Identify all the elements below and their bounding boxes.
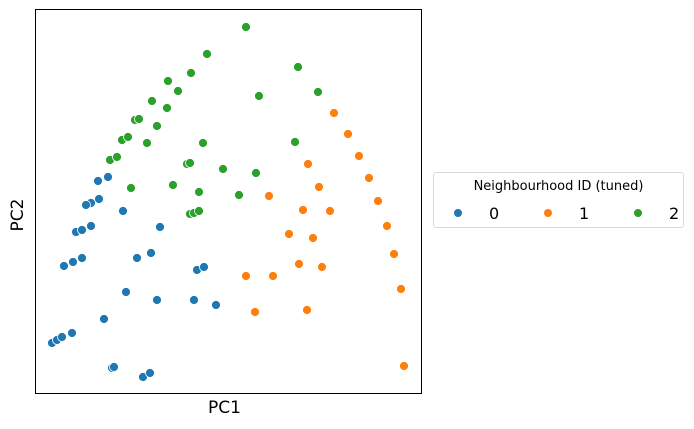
data-point-series-0 xyxy=(57,332,67,342)
data-point-series-1 xyxy=(308,233,318,243)
data-point-series-0 xyxy=(59,261,69,271)
data-point-series-2 xyxy=(185,158,195,168)
data-point-series-2 xyxy=(290,137,300,147)
data-point-series-1 xyxy=(298,205,308,215)
legend-item-0: 0 xyxy=(454,203,499,223)
data-point-series-0 xyxy=(93,176,103,186)
data-point-series-2 xyxy=(162,103,172,113)
data-point-series-0 xyxy=(109,362,119,372)
data-point-series-0 xyxy=(94,194,104,204)
legend-marker-0-icon xyxy=(454,209,462,217)
data-point-series-2 xyxy=(134,114,144,124)
data-point-series-1 xyxy=(373,196,383,206)
data-point-series-1 xyxy=(284,229,294,239)
data-point-series-1 xyxy=(325,206,335,216)
data-point-series-2 xyxy=(194,187,204,197)
data-point-series-0 xyxy=(189,295,199,305)
data-point-series-2 xyxy=(251,168,261,178)
legend-item-2: 2 xyxy=(634,203,679,223)
data-point-series-0 xyxy=(145,368,155,378)
data-point-series-2 xyxy=(218,164,228,174)
data-point-series-2 xyxy=(147,96,157,106)
data-point-series-0 xyxy=(67,328,77,338)
data-point-series-2 xyxy=(234,190,244,200)
x-axis-label: PC1 xyxy=(208,398,241,418)
data-point-series-0 xyxy=(132,253,142,263)
legend: Neighbourhood ID (tuned) 0 1 2 xyxy=(433,172,684,228)
data-point-series-0 xyxy=(155,222,165,232)
legend-marker-1-icon xyxy=(544,209,552,217)
data-point-series-0 xyxy=(118,206,128,216)
axes-frame xyxy=(35,9,422,394)
data-point-series-0 xyxy=(77,253,87,263)
data-point-series-2 xyxy=(152,121,162,131)
legend-label-2: 2 xyxy=(669,203,680,223)
data-point-series-2 xyxy=(123,132,133,142)
data-point-series-0 xyxy=(199,262,209,272)
data-point-series-1 xyxy=(382,221,392,231)
data-point-series-1 xyxy=(302,305,312,315)
data-point-series-0 xyxy=(77,225,87,235)
data-point-series-2 xyxy=(168,180,178,190)
data-point-series-2 xyxy=(142,138,152,148)
data-point-series-0 xyxy=(86,221,96,231)
data-point-series-2 xyxy=(202,49,212,59)
data-point-series-2 xyxy=(194,206,204,216)
data-point-series-2 xyxy=(126,183,136,193)
data-point-series-1 xyxy=(314,182,324,192)
data-point-series-1 xyxy=(329,108,339,118)
data-point-series-2 xyxy=(198,138,208,148)
legend-label-1: 1 xyxy=(579,203,590,223)
data-point-series-1 xyxy=(264,191,274,201)
data-point-series-2 xyxy=(186,68,196,78)
data-point-series-0 xyxy=(81,200,91,210)
data-point-series-0 xyxy=(211,300,221,310)
data-point-series-2 xyxy=(241,22,251,32)
data-point-series-2 xyxy=(112,152,122,162)
data-point-series-1 xyxy=(317,262,327,272)
legend-title: Neighbourhood ID (tuned) xyxy=(473,179,644,194)
data-point-series-1 xyxy=(389,249,399,259)
data-point-series-1 xyxy=(303,159,313,169)
data-points xyxy=(47,22,409,382)
data-point-series-1 xyxy=(250,307,260,317)
legend-marker-2-icon xyxy=(634,209,642,217)
data-point-series-2 xyxy=(173,86,183,96)
data-point-series-2 xyxy=(313,87,323,97)
data-point-series-0 xyxy=(121,287,131,297)
data-point-series-1 xyxy=(294,259,304,269)
data-point-series-1 xyxy=(343,129,353,139)
data-point-series-1 xyxy=(396,284,406,294)
data-point-series-0 xyxy=(99,314,109,324)
data-point-series-2 xyxy=(293,62,303,72)
data-point-series-0 xyxy=(152,295,162,305)
data-point-series-2 xyxy=(163,76,173,86)
data-point-series-1 xyxy=(354,151,364,161)
data-point-series-2 xyxy=(254,91,264,101)
data-point-series-0 xyxy=(103,172,113,182)
data-point-series-0 xyxy=(146,248,156,258)
data-point-series-0 xyxy=(68,257,78,267)
legend-label-0: 0 xyxy=(489,203,500,223)
data-point-series-1 xyxy=(399,361,409,371)
y-axis-label: PC2 xyxy=(8,198,28,232)
data-point-series-1 xyxy=(364,173,374,183)
data-point-series-1 xyxy=(268,271,278,281)
data-point-series-1 xyxy=(241,271,251,281)
legend-item-1: 1 xyxy=(544,203,589,223)
